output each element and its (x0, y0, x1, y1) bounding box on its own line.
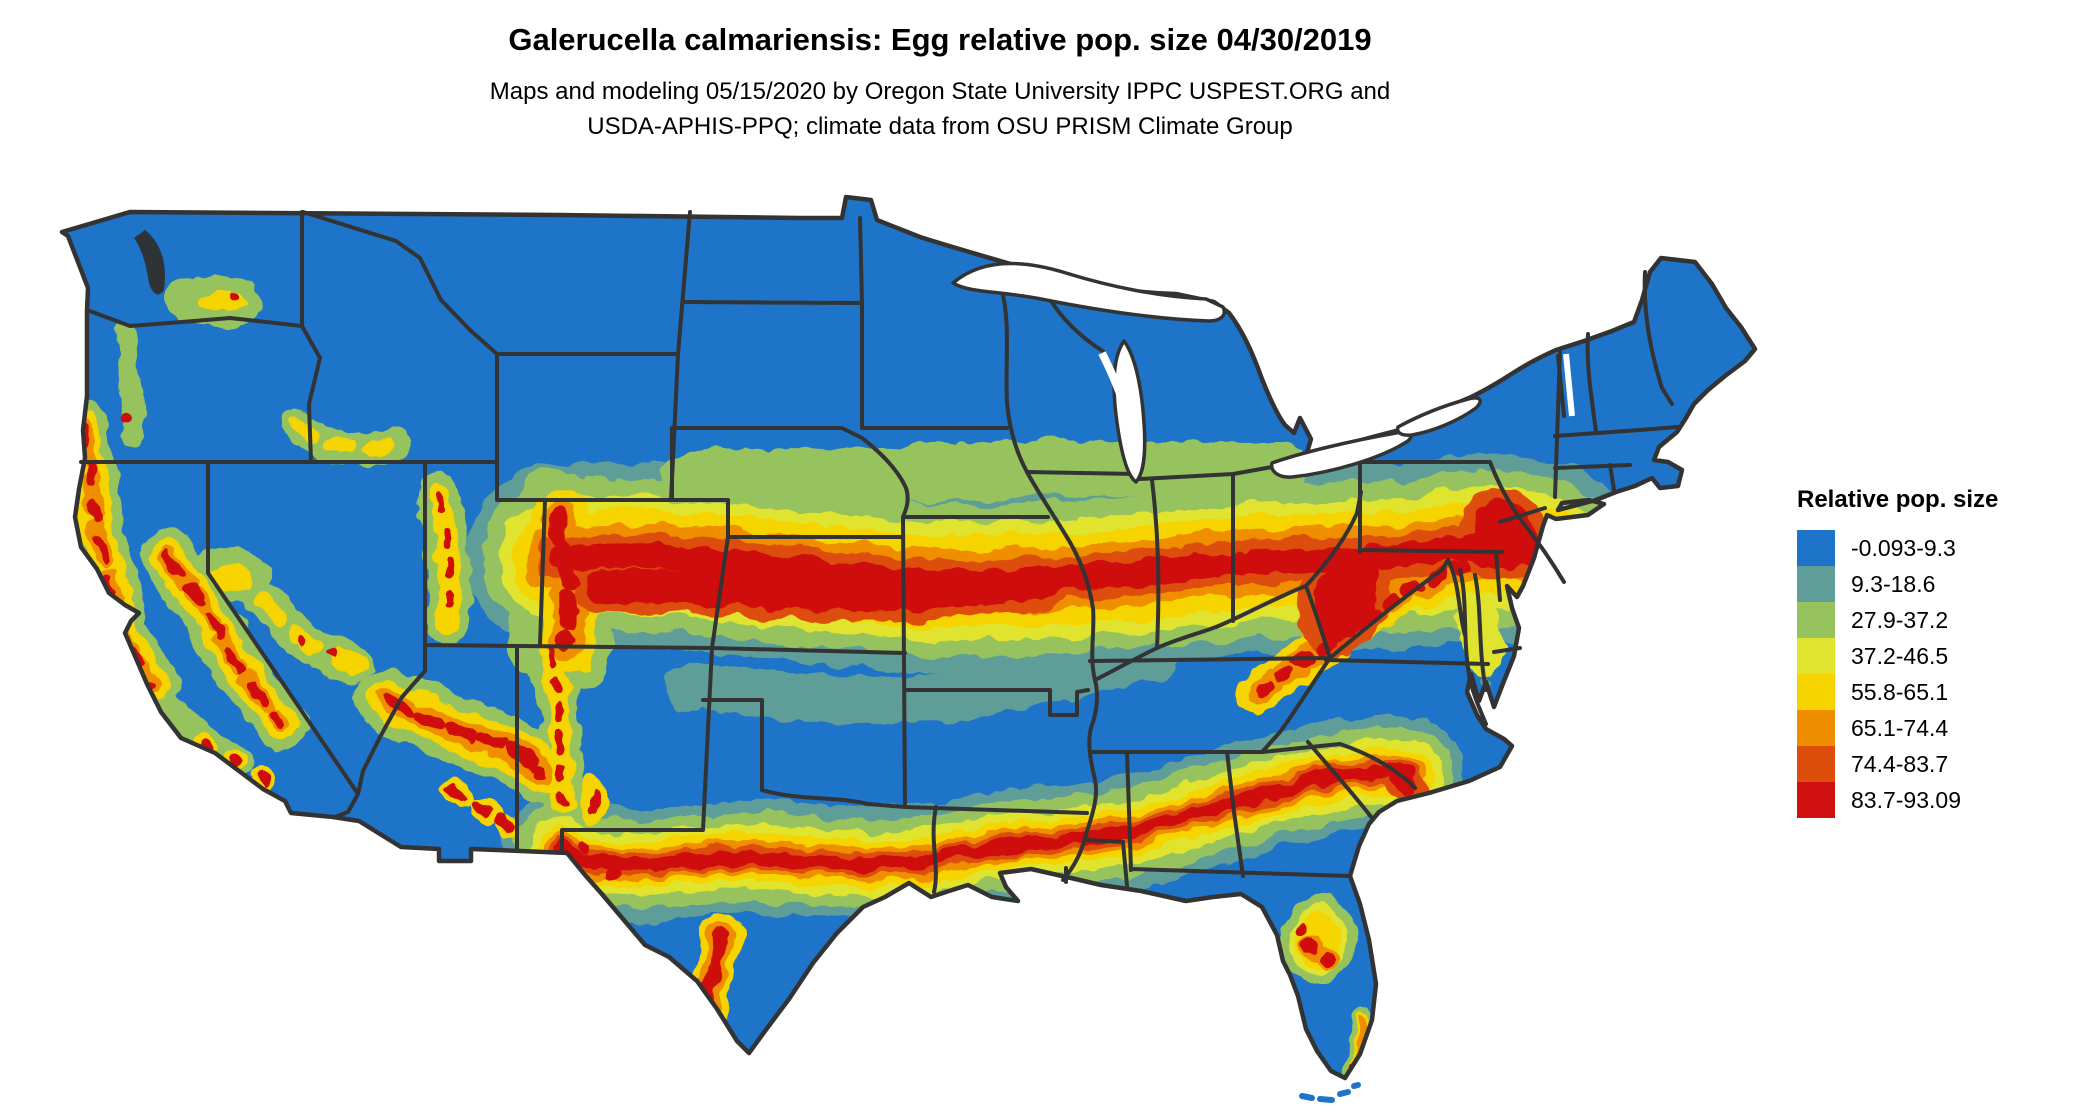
legend-label: 65.1-74.4 (1851, 714, 1949, 741)
legend-label: 27.9-37.2 (1851, 606, 1949, 633)
legend-row: 27.9-37.2 (1797, 602, 2087, 638)
legend-label: 55.8-65.1 (1851, 678, 1949, 705)
legend-row: 83.7-93.09 (1797, 782, 2087, 818)
lake-ontario (1395, 396, 1482, 437)
title-block: Galerucella calmariensis: Egg relative p… (0, 20, 1880, 144)
legend-swatch (1797, 566, 1835, 602)
legend-title: Relative pop. size (1797, 486, 1999, 513)
lake-superior (951, 261, 1226, 323)
legend-rows: -0.093-9.3 9.3-18.6 27.9-37.2 37.2-46.5 … (1797, 530, 2087, 818)
legend-swatch (1797, 602, 1835, 638)
legend-label: 9.3-18.6 (1851, 570, 1936, 597)
legend-row: -0.093-9.3 (1797, 530, 2087, 566)
florida-keys (1299, 1082, 1361, 1103)
lake-erie (1269, 430, 1414, 479)
legend-swatch (1797, 746, 1835, 782)
green-bay (1098, 351, 1128, 407)
legend-row: 74.4-83.7 (1797, 746, 2087, 782)
legend-row: 65.1-74.4 (1797, 710, 2087, 746)
legend-label: 37.2-46.5 (1851, 642, 1949, 669)
legend-swatch (1797, 782, 1835, 818)
legend-label: 74.4-83.7 (1851, 750, 1949, 777)
legend-label: -0.093-9.3 (1851, 534, 1956, 561)
lake-champlain (1563, 353, 1575, 417)
legend-row: 9.3-18.6 (1797, 566, 2087, 602)
map-subtitle: Maps and modeling 05/15/2020 by Oregon S… (0, 74, 1880, 144)
great-lakes (951, 261, 1575, 484)
legend: Relative pop. size -0.093-9.3 9.3-18.6 2… (1797, 486, 2087, 818)
subtitle-line-2: USDA-APHIS-PPQ; climate data from OSU PR… (587, 113, 1293, 140)
legend-swatch (1797, 638, 1835, 674)
legend-row: 37.2-46.5 (1797, 638, 2087, 674)
legend-row: 55.8-65.1 (1797, 674, 2087, 710)
map-title: Galerucella calmariensis: Egg relative p… (508, 22, 1372, 57)
legend-label: 83.7-93.09 (1851, 786, 1961, 813)
subtitle-line-1: Maps and modeling 05/15/2020 by Oregon S… (489, 78, 1391, 105)
legend-swatch (1797, 710, 1835, 746)
puget-sound (134, 230, 166, 295)
legend-swatch (1797, 674, 1835, 710)
legend-swatch (1797, 530, 1835, 566)
